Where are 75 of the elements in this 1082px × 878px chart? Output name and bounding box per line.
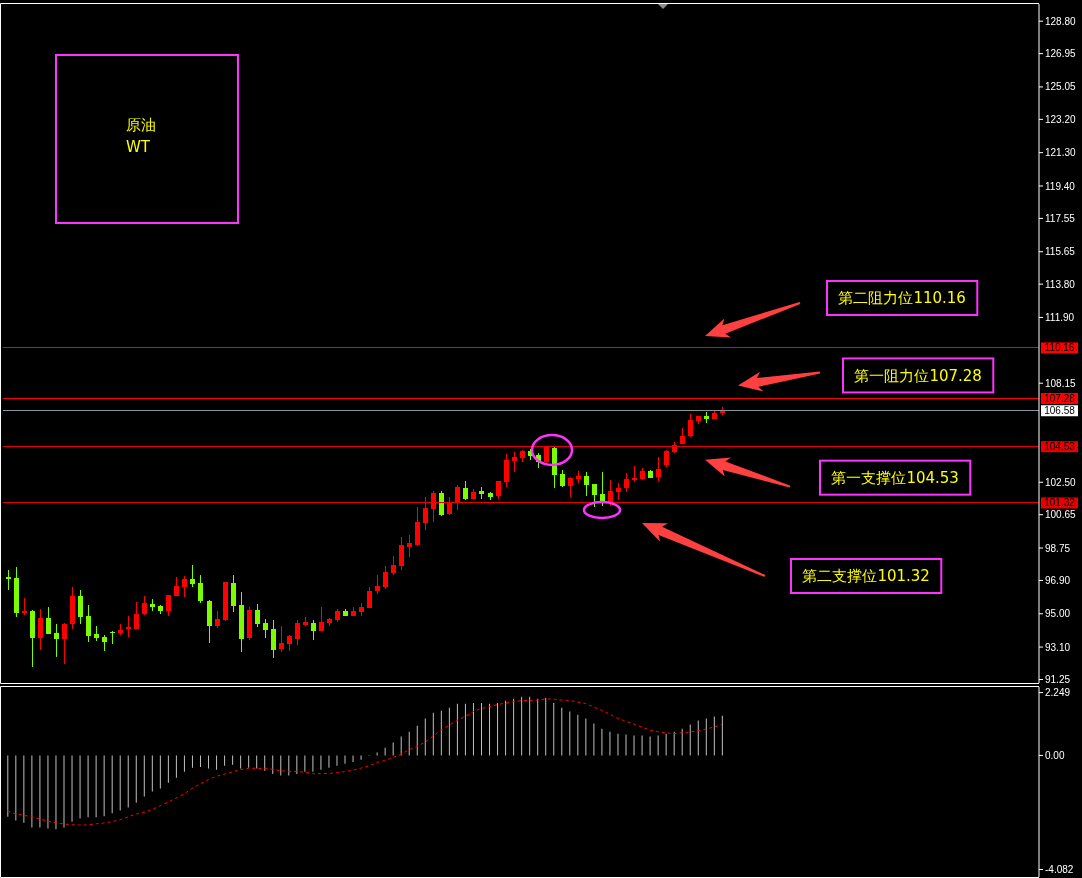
candlestick: [62, 622, 67, 665]
candlestick: [126, 615, 131, 638]
y-tick-label: 115.65: [1045, 246, 1076, 258]
ref-line-label: 101.32: [1044, 497, 1076, 509]
y-tick-label: 2.249: [1045, 687, 1071, 699]
candlestick: [54, 623, 59, 658]
candlestick: [391, 555, 396, 576]
y-tick-label: 108.15: [1045, 377, 1077, 389]
y-tick-label: 117.55: [1045, 212, 1076, 224]
y-tick-label: 0.00: [1045, 750, 1065, 762]
candlestick: [383, 565, 388, 590]
candlestick: [46, 606, 51, 635]
y-tick-label: 98.75: [1045, 542, 1071, 554]
candlestick: [38, 608, 43, 651]
y-tick-label: 121.30: [1045, 147, 1077, 159]
text: 原油 WT: [126, 116, 156, 156]
y-tick-label: 111.90: [1045, 312, 1075, 324]
candlestick: [295, 619, 300, 646]
y-tick-label: 91.25: [1045, 674, 1071, 686]
candlestick: [512, 451, 517, 473]
y-tick-label: 96.90: [1045, 574, 1071, 586]
candlestick: [624, 472, 629, 493]
candlestick: [110, 630, 115, 645]
candlestick: [190, 564, 195, 588]
ref-line-label: 104.53: [1044, 441, 1076, 453]
y-tick-label: 113.80: [1045, 278, 1076, 290]
y-tick-label: -4.082: [1045, 864, 1074, 876]
candlestick: [78, 589, 83, 625]
candlestick: [319, 606, 324, 632]
candlestick: [584, 471, 589, 497]
candlestick: [423, 496, 428, 531]
candlestick: [231, 574, 236, 613]
y-tick-label: 123.20: [1045, 113, 1077, 125]
candlestick: [198, 574, 203, 604]
candlestick: [439, 490, 444, 517]
candlestick: [608, 479, 613, 507]
candlestick: [255, 603, 260, 628]
candlestick: [463, 480, 468, 501]
candlestick: [656, 456, 661, 482]
y-tick-label: 119.40: [1045, 180, 1076, 192]
candlestick: [399, 536, 404, 571]
candlestick: [279, 625, 284, 653]
y-tick-label: 95.00: [1045, 608, 1071, 620]
candlestick: [311, 619, 316, 641]
annotation: 第二支撑位101.32: [802, 567, 930, 586]
y-tick-label: 93.10: [1045, 641, 1071, 653]
candlestick: [134, 601, 139, 630]
candlestick: [6, 569, 11, 591]
candlestick: [86, 604, 91, 643]
candlestick: [271, 619, 276, 659]
candlestick: [407, 534, 412, 558]
annotation: 第一支撑位104.53: [831, 469, 959, 488]
ref-line-label: 106.58: [1044, 405, 1076, 417]
y-tick-label: 125.05: [1045, 81, 1077, 93]
candlestick: [263, 618, 268, 639]
ref-line-label: 110.16: [1044, 342, 1075, 354]
y-tick-label: 102.50: [1045, 476, 1077, 488]
y-tick-label: 128.80: [1045, 15, 1077, 27]
candlestick: [367, 586, 372, 609]
y-tick-label: 126.95: [1045, 48, 1077, 60]
candlestick: [600, 471, 605, 507]
y-tick-label: 100.65: [1045, 509, 1077, 521]
ref-line-label: 107.28: [1044, 392, 1076, 404]
annotation: 第一阻力位107.28: [854, 366, 982, 385]
candlestick: [568, 476, 573, 498]
candlestick: [415, 506, 420, 547]
candlestick: [592, 483, 597, 508]
candlestick: [182, 575, 187, 598]
candlestick: [142, 595, 147, 616]
candlestick: [375, 574, 380, 595]
annotation: 第二阻力位110.16: [838, 289, 966, 308]
candlestick: [688, 413, 693, 438]
line-series: [6, 698, 723, 826]
candlestick: [504, 453, 509, 488]
candlestick: [455, 484, 460, 511]
